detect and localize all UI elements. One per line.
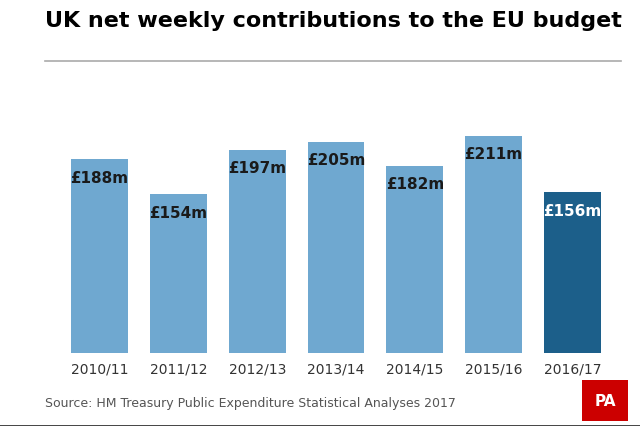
Bar <box>465 136 522 354</box>
Text: £182m: £182m <box>386 176 444 191</box>
Text: £188m: £188m <box>70 170 129 185</box>
Bar <box>544 193 601 354</box>
Bar <box>387 166 443 354</box>
Text: £154m: £154m <box>149 205 207 220</box>
Bar <box>229 151 285 354</box>
Text: £205m: £205m <box>307 153 365 168</box>
Text: £197m: £197m <box>228 161 286 176</box>
Bar <box>150 195 207 354</box>
Text: PA: PA <box>595 393 616 408</box>
Text: £211m: £211m <box>465 147 523 161</box>
Text: UK net weekly contributions to the EU budget: UK net weekly contributions to the EU bu… <box>45 11 621 31</box>
Bar <box>71 160 128 354</box>
Text: Source: HM Treasury Public Expenditure Statistical Analyses 2017: Source: HM Treasury Public Expenditure S… <box>45 396 456 409</box>
Bar <box>308 143 364 354</box>
Text: £156m: £156m <box>543 203 602 218</box>
